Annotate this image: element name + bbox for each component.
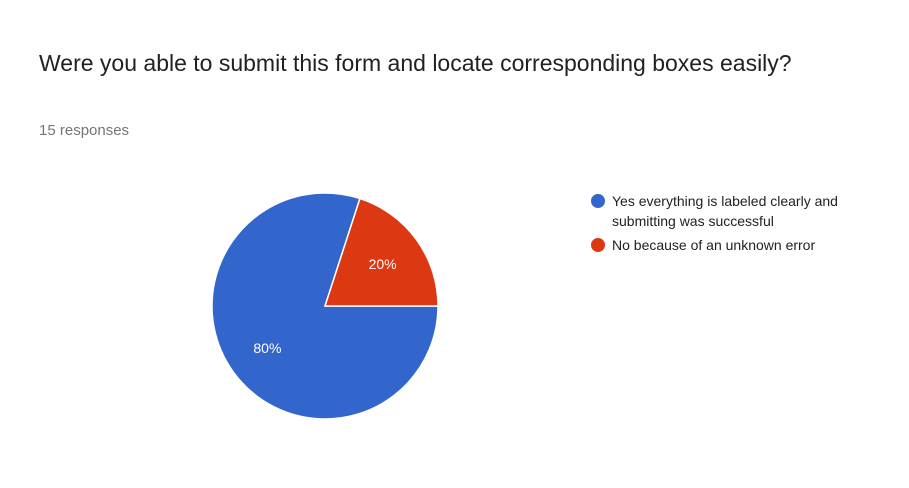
pie-slice-1 (323, 197, 439, 307)
legend-swatch-yes (591, 194, 605, 208)
question-title: Were you able to submit this form and lo… (39, 50, 792, 76)
legend-label-yes: Yes everything is labeled clearly and su… (612, 193, 838, 229)
legend-label-no: No because of an unknown error (612, 237, 816, 253)
legend-item-yes: Yes everything is labeled clearly and su… (590, 191, 890, 231)
response-count: 15 responses (39, 122, 130, 139)
legend-item-no: No because of an unknown error (590, 235, 890, 255)
legend-swatch-no (591, 238, 605, 252)
pie-label-0: 80% (253, 340, 281, 356)
pie-label-1: 20% (369, 256, 397, 272)
pie-slice-0 (211, 192, 439, 420)
chart-legend: Yes everything is labeled clearly and su… (590, 191, 890, 259)
